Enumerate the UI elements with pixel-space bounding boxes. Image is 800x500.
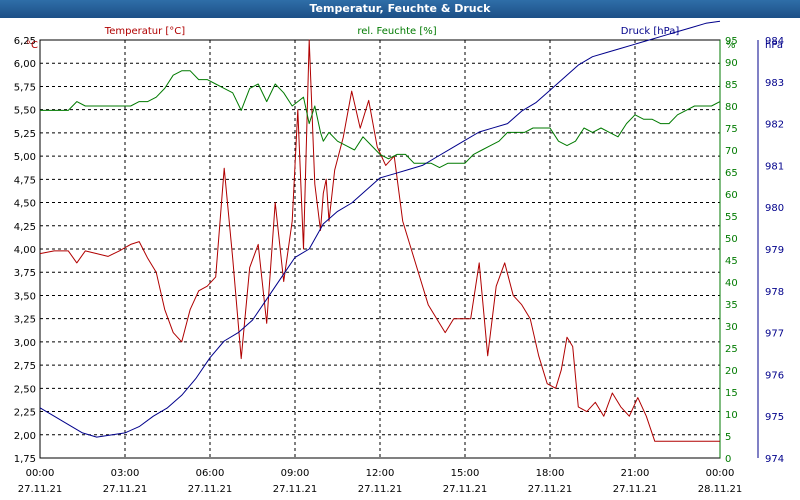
x-tick-date: 28.11.21 (698, 484, 743, 495)
series-line-pressure (39, 20, 721, 438)
humidity-tick-label: 25 (725, 344, 738, 355)
temp-tick-label: 2,25 (14, 408, 36, 419)
series-line-humidity (40, 70, 721, 169)
x-tick-date: 27.11.21 (188, 484, 233, 495)
humidity-tick-label: 10 (725, 410, 738, 421)
pressure-unit-label: hPa (765, 40, 783, 51)
temp-tick-label: 3,25 (14, 315, 36, 326)
pressure-tick-label: 982 (765, 120, 784, 131)
humidity-tick-label: 50 (725, 234, 738, 245)
x-tick-time: 06:00 (196, 468, 225, 479)
axis-labels: 1,75 2,00 2,25 2,50 2,75 3,00 3,25 3,50 3,75 4,00… (14, 26, 784, 495)
pressure-tick-label: 983 (765, 78, 784, 89)
x-tick-time: 00:00 (26, 468, 55, 479)
temp-tick-label: 4,75 (14, 175, 36, 186)
humidity-tick-label: 80 (725, 102, 738, 113)
temp-tick-label: 1,75 (14, 454, 36, 465)
axes (39, 39, 759, 459)
pressure-tick-label: 980 (765, 203, 784, 214)
humidity-tick-label: 20 (725, 366, 738, 377)
x-tick-date: 27.11.21 (273, 484, 318, 495)
x-tick-date: 27.11.21 (613, 484, 658, 495)
temp-tick-label: 6,00 (14, 59, 36, 70)
temp-tick-label: 2,50 (14, 384, 36, 395)
temp-tick-label: 5,00 (14, 152, 36, 163)
series-line-temp (39, 39, 720, 442)
humidity-unit-label: % (726, 40, 736, 51)
x-tick-time: 03:00 (111, 468, 140, 479)
temp-tick-label: 5,25 (14, 129, 36, 140)
pressure-tick-label: 981 (765, 161, 784, 172)
humidity-tick-label: 70 (725, 146, 738, 157)
humidity-tick-label: 30 (725, 322, 738, 333)
pressure-tick-label: 977 (765, 329, 784, 340)
temp-tick-label: 2,75 (14, 361, 36, 372)
temp-tick-label: 2,00 (14, 431, 36, 442)
temp-tick-label: 3,00 (14, 338, 36, 349)
temp-tick-label: 5,50 (14, 106, 36, 117)
pressure-tick-label: 975 (765, 412, 784, 423)
x-tick-date: 27.11.21 (18, 484, 63, 495)
grid (40, 39, 720, 458)
pressure-axis-label: Druck [hPa] (621, 26, 680, 37)
temp-tick-label: 3,75 (14, 268, 36, 279)
humidity-tick-label: 35 (725, 300, 738, 311)
humidity-tick-label: 55 (725, 212, 738, 223)
temp-unit-label: °C (26, 40, 38, 51)
humidity-axis-label: rel. Feuchte [%] (357, 26, 436, 37)
pressure-tick-label: 974 (765, 454, 784, 465)
x-tick-date: 27.11.21 (358, 484, 403, 495)
humidity-tick-label: 90 (725, 58, 738, 69)
x-tick-time: 00:00 (706, 468, 735, 479)
humidity-tick-label: 85 (725, 80, 738, 91)
x-tick-time: 12:00 (366, 468, 395, 479)
series (39, 20, 721, 442)
chart-title: Temperatur, Feuchte & Druck (0, 0, 800, 18)
pressure-tick-label: 978 (765, 287, 784, 298)
temp-tick-label: 4,50 (14, 199, 36, 210)
humidity-tick-label: 5 (725, 432, 731, 443)
x-tick-time: 21:00 (621, 468, 650, 479)
pressure-tick-label: 976 (765, 370, 784, 381)
temp-axis-label: Temperatur [°C] (104, 26, 185, 37)
x-tick-time: 15:00 (451, 468, 480, 479)
x-tick-date: 27.11.21 (103, 484, 148, 495)
x-tick-time: 18:00 (536, 468, 565, 479)
humidity-tick-label: 75 (725, 124, 738, 135)
pressure-tick-label: 979 (765, 245, 784, 256)
temp-tick-label: 4,25 (14, 222, 36, 233)
humidity-tick-label: 15 (725, 388, 738, 399)
x-tick-date: 27.11.21 (528, 484, 573, 495)
temp-tick-label: 4,00 (14, 245, 36, 256)
pressure-tick-label: 984 (765, 36, 784, 47)
humidity-tick-label: 95 (725, 36, 738, 47)
humidity-tick-label: 0 (725, 454, 731, 465)
temp-tick-label: 5,75 (14, 82, 36, 93)
humidity-tick-label: 40 (725, 278, 738, 289)
x-tick-date: 27.11.21 (443, 484, 488, 495)
temp-tick-label: 3,50 (14, 291, 36, 302)
temp-tick-label: 6,25 (14, 36, 36, 47)
humidity-tick-label: 45 (725, 256, 738, 267)
humidity-tick-label: 60 (725, 190, 738, 201)
x-tick-time: 09:00 (281, 468, 310, 479)
humidity-tick-label: 65 (725, 168, 738, 179)
